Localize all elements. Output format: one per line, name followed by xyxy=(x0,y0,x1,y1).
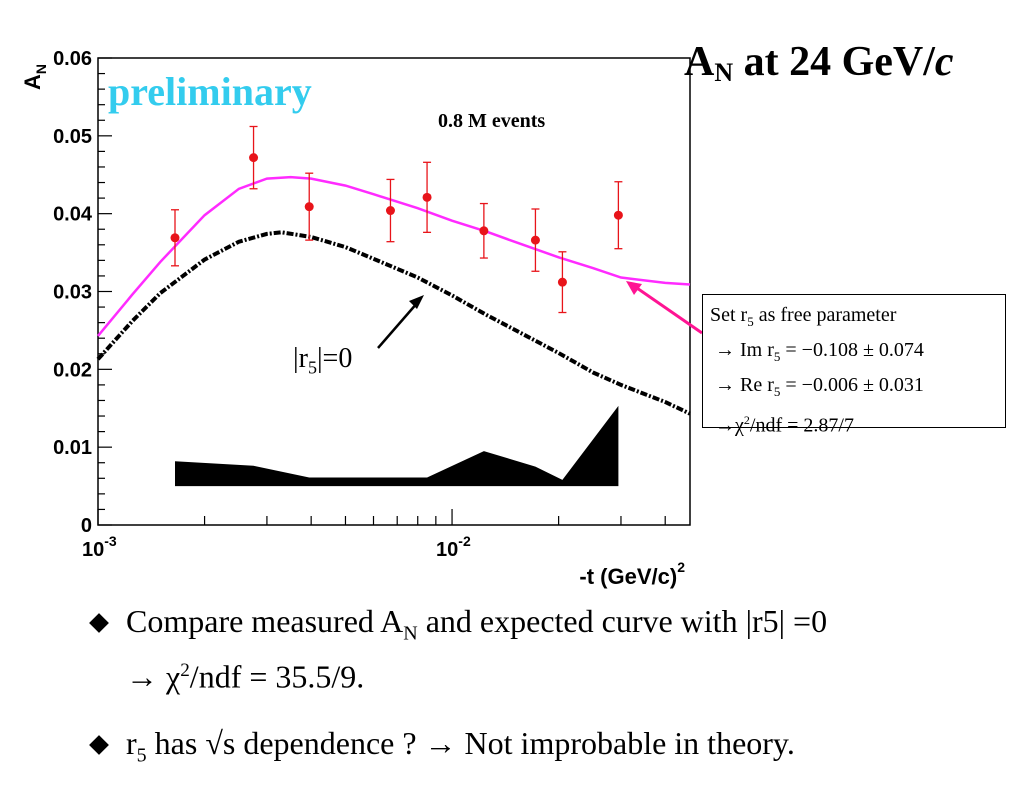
data-point xyxy=(249,153,259,163)
systematic-band xyxy=(175,405,619,487)
y-tick-label: 0.04 xyxy=(53,204,93,226)
y-tick-label: 0.02 xyxy=(53,359,92,381)
slide-title: AN at 24 GeV/c xyxy=(684,39,954,87)
r5-zero-label: |r5|=0 xyxy=(293,343,353,378)
data-point xyxy=(170,233,180,243)
fit-arrow-icon xyxy=(633,284,703,335)
fit-arrowhead-icon xyxy=(626,281,642,295)
data-point xyxy=(385,206,395,216)
r5-arrowhead-icon xyxy=(409,295,424,309)
data-point xyxy=(422,192,432,202)
diamond-bullet-icon xyxy=(89,735,109,755)
y-tick-label: 0.05 xyxy=(53,126,92,148)
data-point xyxy=(557,277,567,287)
fit-result-box: Set r5 as free parameter → Im r5 = −0.10… xyxy=(702,294,1006,437)
y-tick-label: 0.06 xyxy=(53,48,92,70)
y-tick-label: 0 xyxy=(81,515,92,537)
bullet-item: r5 has √s dependence ? → Not improbable … xyxy=(89,724,992,774)
data-point xyxy=(613,210,623,220)
r5-arrow-icon xyxy=(377,301,419,349)
data-point xyxy=(530,235,540,245)
x-tick-label: 10-3 xyxy=(82,533,117,561)
diamond-bullet-icon xyxy=(89,613,109,633)
fit-line-4: →χ2/ndf = 2.87/7 xyxy=(715,413,854,437)
data-point xyxy=(479,226,489,236)
x-axis-title: -t (GeV/c)2 xyxy=(579,559,685,589)
y-axis-title: AN xyxy=(20,64,49,90)
bullet-list: Compare measured AN and expected curve w… xyxy=(89,602,992,802)
chart: 0 0.01 0.02 0.03 0.04 0.05 0.06 10-3 10-2 AN -t … xyxy=(20,48,703,589)
fit-line-1: Set r5 as free parameter xyxy=(710,304,897,329)
y-tick-label: 0.03 xyxy=(53,282,92,304)
bullet-item: Compare measured AN and expected curve w… xyxy=(89,602,992,696)
preliminary-label: preliminary xyxy=(108,69,312,114)
data-point xyxy=(304,202,314,212)
fit-line-2: → Im r5 = −0.108 ± 0.074 xyxy=(715,339,924,364)
r5-zero-curve xyxy=(96,230,691,416)
y-tick-label: 0.01 xyxy=(53,437,92,459)
fit-line-3: → Re r5 = −0.006 ± 0.031 xyxy=(715,374,924,399)
events-label: 0.8 M events xyxy=(438,110,546,132)
fit-curve xyxy=(97,175,691,337)
x-tick-label: 10-2 xyxy=(436,533,471,561)
